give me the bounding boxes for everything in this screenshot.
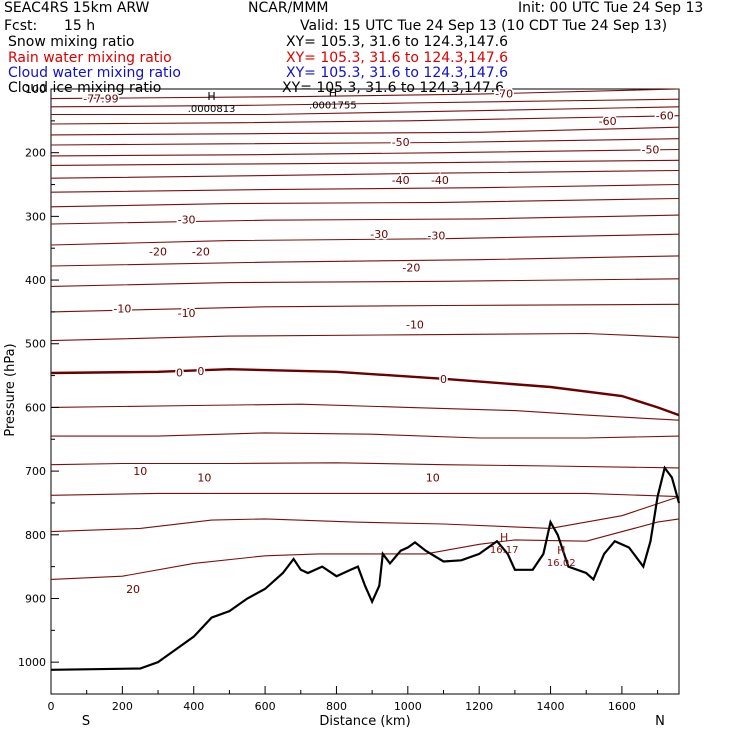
- field-name-cloud-ice: Cloud ice mixing ratio: [8, 80, 162, 96]
- field-xy-cloud-ice: XY= 105.3, 31.6 to 124.3,147.6: [282, 80, 505, 96]
- isotherm-line: [50, 138, 680, 146]
- isotherm-line: [50, 159, 680, 166]
- x-tick-label: 1600: [608, 700, 636, 713]
- extremum-value: .0001755: [309, 101, 357, 112]
- contour-label: -10: [406, 319, 424, 332]
- extremum-marker: H: [329, 87, 337, 100]
- field-name-cloud-water: Cloud water mixing ratio: [8, 65, 181, 81]
- contour-label: -50: [641, 144, 659, 157]
- forecast-label: Fcst:: [4, 18, 38, 34]
- terrain-profile-line: [50, 465, 681, 671]
- x-tick-label: 600: [255, 700, 276, 713]
- plot-frame: [50, 88, 680, 695]
- x-tick-label: 0: [48, 700, 55, 713]
- y-tick-label: 100: [25, 83, 46, 96]
- contour-label: -10: [178, 307, 196, 320]
- model-title: SEAC4RS 15km ARW: [4, 0, 150, 16]
- contour-label: -50: [392, 136, 410, 149]
- isotherm-line: [50, 214, 680, 225]
- contour-label: -20: [149, 245, 167, 258]
- y-tick-label: 900: [25, 592, 46, 605]
- extremum-value: .0000813: [188, 104, 236, 115]
- isotherm-line: [50, 115, 680, 125]
- isotherm-line: [50, 303, 680, 313]
- field-xy-rain: XY= 105.3, 31.6 to 124.3,147.6: [286, 50, 509, 66]
- contour-label: 10: [197, 471, 211, 484]
- south-label: S: [82, 714, 90, 729]
- contour-label: -30: [427, 229, 445, 242]
- y-tick-label: 600: [25, 401, 46, 414]
- contour-label: 10: [133, 465, 147, 478]
- contour-label: -77.99: [83, 93, 118, 106]
- x-tick-label: 200: [112, 700, 133, 713]
- field-name-snow: Snow mixing ratio: [8, 34, 135, 50]
- extremum-value: 16.02: [547, 558, 576, 569]
- isotherm-line: [50, 183, 680, 193]
- x-axis-title: Distance (km): [319, 714, 410, 729]
- contour-label: 0: [197, 365, 204, 378]
- isotherm-line: [50, 148, 680, 157]
- extremum-value: 16.17: [490, 545, 519, 556]
- contour-label: -70: [495, 87, 513, 100]
- contour-label: -60: [599, 115, 617, 128]
- y-tick-label: 500: [25, 338, 46, 351]
- y-tick-label: 200: [25, 147, 46, 160]
- isotherm-line: [51, 106, 680, 116]
- contour-label: 10: [426, 471, 440, 484]
- contour-label: -30: [370, 228, 388, 241]
- x-tick-label: 800: [326, 700, 347, 713]
- extremum-marker: H: [207, 90, 215, 103]
- isotherm-line: [50, 255, 680, 267]
- isotherm-line: [50, 233, 680, 246]
- contour-label: 0: [440, 373, 447, 386]
- y-tick-label: 300: [25, 210, 46, 223]
- x-tick-label: 1200: [465, 700, 493, 713]
- contour-label: 20: [126, 583, 140, 596]
- isotherm-line: [50, 462, 680, 469]
- contour-label: 0: [176, 366, 183, 379]
- field-xy-snow: XY= 105.3, 31.6 to 124.3,147.6: [286, 34, 509, 50]
- isotherm-line: [51, 432, 680, 439]
- y-tick-label: 400: [25, 274, 46, 287]
- org-label: NCAR/MMM: [248, 0, 329, 16]
- north-label: N: [655, 714, 665, 729]
- x-tick-label: 400: [183, 700, 204, 713]
- contour-label: -40: [431, 174, 449, 187]
- contour-label: -20: [192, 245, 210, 258]
- isotherm-line: [50, 169, 680, 179]
- y-tick-label: 800: [25, 529, 46, 542]
- contour-label: -10: [113, 303, 131, 316]
- contour-label: -30: [178, 214, 196, 227]
- x-tick-label: 1400: [537, 700, 565, 713]
- field-name-rain: Rain water mixing ratio: [8, 50, 172, 66]
- isotherm-line: [50, 88, 680, 100]
- extremum-marker: H: [557, 544, 565, 557]
- isotherm-line: [50, 367, 680, 417]
- valid-time: Valid: 15 UTC Tue 24 Sep 13 (10 CDT Tue …: [300, 18, 668, 34]
- contour-label: -20: [402, 261, 420, 274]
- y-axis-title: Pressure (hPa): [3, 343, 18, 436]
- isotherm-line: [50, 496, 680, 533]
- init-time: Init: 00 UTC Tue 24 Sep 13: [518, 0, 704, 16]
- contour-label: -40: [392, 174, 410, 187]
- contour-label: -60: [656, 110, 674, 123]
- forecast-hour: 15 h: [64, 18, 96, 34]
- isotherm-line: [50, 403, 680, 421]
- field-xy-cloud-water: XY= 105.3, 31.6 to 124.3,147.6: [286, 65, 509, 81]
- isotherm-line: [50, 98, 680, 108]
- extremum-marker: H: [500, 531, 508, 544]
- y-tick-label: 700: [25, 465, 46, 478]
- isotherm-line: [50, 492, 680, 498]
- isotherm-line: [50, 126, 680, 136]
- isotherm-line: [50, 197, 680, 208]
- y-tick-label: 1000: [18, 656, 46, 669]
- x-tick-label: 1000: [394, 700, 422, 713]
- isotherm-line: [50, 278, 680, 287]
- isotherm-line: [50, 332, 680, 342]
